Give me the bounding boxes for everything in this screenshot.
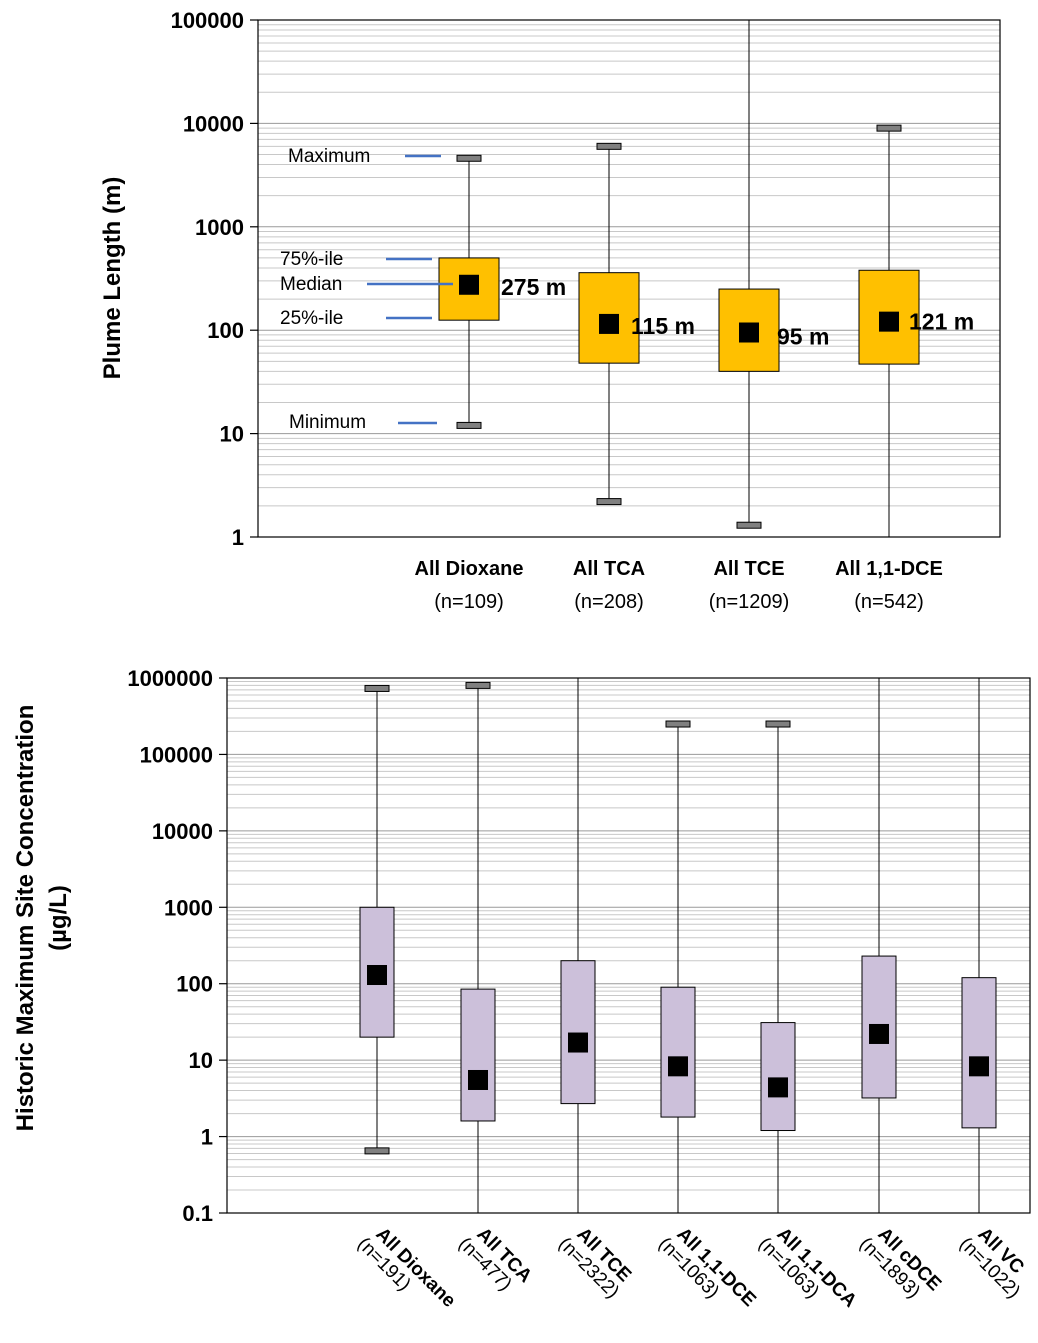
legend-label-p75: 75%-ile <box>280 249 343 270</box>
min-cap-all-tca <box>596 498 622 506</box>
category-label-all-tca: All TCA <box>573 558 645 580</box>
min-cap-all-dioxane <box>364 1147 390 1155</box>
plot-area-frame <box>257 19 1001 538</box>
max-cap-all-tca <box>465 681 491 689</box>
median-marker-all-tca <box>599 313 619 334</box>
median-marker-all-vc <box>969 1056 989 1077</box>
category-label-all-1-1-dce: All 1,1-DCE <box>835 558 943 580</box>
category-count-all-dioxane: (n=109) <box>434 591 504 613</box>
y-tick-label: 100 <box>176 972 213 997</box>
category-label-group-all-dioxane: All Dioxane(n=191) <box>353 1224 459 1312</box>
y-tick-label: 10 <box>189 1048 213 1073</box>
median-marker-all-1-1-dce <box>668 1056 688 1077</box>
median-marker-all-1-1-dca <box>768 1077 788 1098</box>
median-label-all-tce: 95 m <box>777 324 829 350</box>
median-marker-all-dioxane <box>367 965 387 986</box>
category-label-group-all-1-1-dce: All 1,1-DCE(n=1063) <box>654 1224 760 1311</box>
median-marker-all-dioxane <box>459 274 479 295</box>
max-cap-all-1-1-dce <box>876 124 902 132</box>
box-legend: Maximum 75%-ile Median 25%-ile Minimum <box>280 146 453 433</box>
max-cap-all-tca <box>596 142 622 150</box>
iqr-box-all-1-1-dce <box>660 986 696 1118</box>
category-label-group-all-vc: All VC(n=1022) <box>955 1224 1028 1303</box>
legend-label-maximum: Maximum <box>288 146 370 167</box>
median-label-all-1-1-dce: 121 m <box>909 309 974 335</box>
y-tick-label: 1000000 <box>127 666 213 691</box>
category-count-all-tce: (n=1209) <box>709 591 790 613</box>
y-axis-unit: (µg/L) <box>45 885 72 951</box>
category-label-group-all-tca: All TCA(n=477) <box>454 1224 536 1295</box>
y-tick-label: 10000 <box>183 111 244 136</box>
min-cap-all-dioxane <box>456 421 482 429</box>
box-all-1-1-dce: All 1,1-DCE(n=1063) <box>654 720 760 1311</box>
y-tick-label: 10 <box>220 422 244 447</box>
median-marker-all-cdce <box>869 1023 889 1044</box>
median-marker-all-tca <box>468 1069 488 1090</box>
category-label-all-tce: All TCE <box>713 558 784 580</box>
max-cap-all-dioxane <box>456 154 482 162</box>
iqr-box-all-tce <box>560 960 596 1105</box>
legend-label-p25: 25%-ile <box>280 308 343 329</box>
y-tick-label: 100000 <box>140 742 213 767</box>
y-tick-label: 0.1 <box>182 1201 213 1226</box>
category-label-group-all-1-1-dca: All 1,1-DCA(n=1063) <box>754 1224 861 1312</box>
iqr-box-all-vc <box>961 977 997 1129</box>
max-cap-all-1-1-dce <box>665 720 691 728</box>
legend-label-median: Median <box>280 274 342 295</box>
box-all-tca: 115 m All TCA (n=208) <box>573 142 695 613</box>
median-label-all-dioxane: 275 m <box>501 274 566 300</box>
y-tick-label: 100 <box>207 318 244 343</box>
box-all-1-1-dce: 121 m All 1,1-DCE (n=542) <box>835 124 974 613</box>
y-tick-label: 10000 <box>152 819 213 844</box>
min-cap-all-tce <box>736 521 762 529</box>
box-all-dioxane: 275 m All Dioxane (n=109) <box>415 154 566 613</box>
median-marker-all-1-1-dce <box>879 311 899 332</box>
max-cap-all-dioxane <box>364 684 390 692</box>
plume-length-chart: 1 10 100 1000 10000 100000 Plume Length (m) 275… <box>99 8 1001 613</box>
y-tick-label: 1000 <box>164 895 213 920</box>
box-all-dioxane: All Dioxane(n=191) <box>353 684 459 1312</box>
y-tick-label: 1 <box>232 525 244 550</box>
box-all-cdce: All cDCE(n=1893) <box>855 678 945 1303</box>
median-marker-all-tce <box>568 1032 588 1053</box>
category-label-group-all-tce: All TCE(n=2322) <box>554 1224 635 1303</box>
median-marker-all-tce <box>739 322 759 343</box>
plot-area-frame <box>226 677 1031 1214</box>
box-all-tca: All TCA(n=477) <box>454 681 536 1295</box>
category-label-group-all-cdce: All cDCE(n=1893) <box>855 1224 945 1303</box>
y-tick-label: 1000 <box>195 215 244 240</box>
y-tick-label: 1 <box>201 1125 213 1150</box>
y-axis-label: Historic Maximum Site Concentration <box>12 705 39 1132</box>
category-count-all-tca: (n=208) <box>574 591 644 613</box>
max-cap-all-1-1-dca <box>765 720 791 728</box>
y-tick-label: 100000 <box>171 8 244 33</box>
box-all-tce: 95 m All TCE (n=1209) <box>709 20 829 613</box>
y-axis-label: Plume Length (m) <box>99 177 126 380</box>
category-label-all-dioxane: All Dioxane <box>415 558 524 580</box>
concentration-chart: 0.1 1 10 100 1000 10000 100000 1000000 Historic … <box>12 666 1031 1312</box>
category-count-all-1-1-dce: (n=542) <box>854 591 924 613</box>
median-label-all-tca: 115 m <box>631 313 695 339</box>
legend-label-minimum: Minimum <box>289 412 366 433</box>
iqr-box-all-tca <box>460 988 496 1122</box>
iqr-box-all-1-1-dca <box>760 1022 796 1132</box>
